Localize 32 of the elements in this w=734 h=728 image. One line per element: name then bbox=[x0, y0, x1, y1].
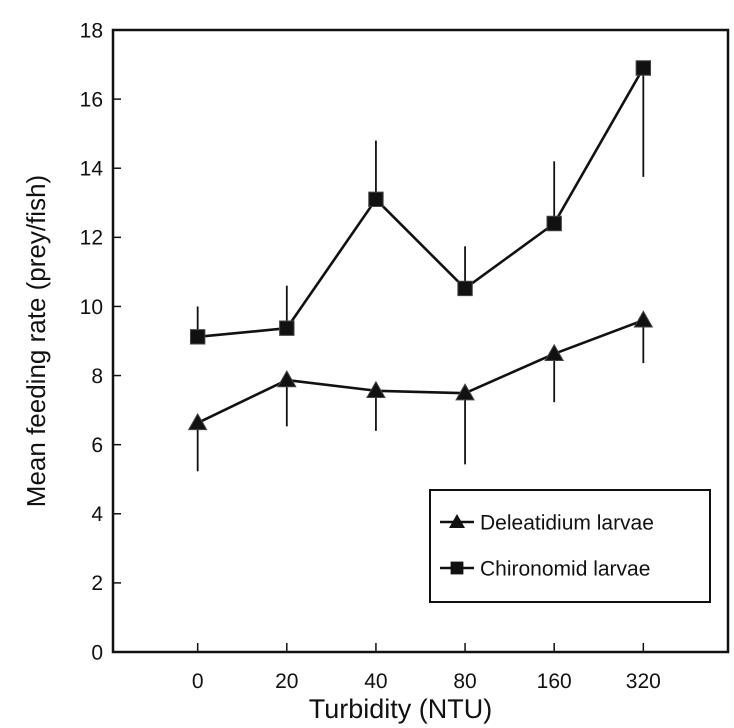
y-tick-label: 18 bbox=[80, 19, 103, 42]
y-tick-label: 0 bbox=[91, 641, 103, 664]
point bbox=[279, 320, 295, 336]
y-tick-label: 6 bbox=[91, 434, 103, 458]
point bbox=[634, 310, 653, 328]
point bbox=[366, 381, 386, 398]
x-tick-label: 0 bbox=[192, 670, 204, 693]
point bbox=[368, 192, 384, 208]
x-tick-label: 40 bbox=[364, 670, 388, 693]
point bbox=[456, 384, 475, 400]
y-tick-label: 16 bbox=[80, 88, 103, 112]
y-tick-label: 14 bbox=[80, 158, 104, 181]
x-axis-title: Turbidity (NTU) bbox=[308, 694, 492, 724]
point bbox=[190, 329, 206, 345]
point bbox=[188, 413, 208, 430]
x-tick-label: 20 bbox=[275, 670, 298, 693]
y-tick-label: 10 bbox=[80, 296, 103, 319]
x-tick-label: 80 bbox=[453, 670, 477, 693]
y-tick-label: 4 bbox=[91, 503, 104, 526]
x-tick-label: 160 bbox=[536, 670, 572, 693]
y-axis-title: Mean feeding rate (prey/fish) bbox=[21, 174, 51, 508]
point bbox=[636, 60, 652, 76]
y-tick-label: 2 bbox=[91, 572, 103, 596]
x-tick-label: 320 bbox=[626, 670, 661, 693]
legend-label: Chironomid larvae bbox=[480, 557, 650, 580]
legend-label: Deleatidium larvae bbox=[480, 511, 654, 534]
point bbox=[544, 344, 564, 362]
y-tick-label: 8 bbox=[91, 364, 103, 388]
point bbox=[277, 370, 296, 388]
point bbox=[457, 280, 473, 296]
point bbox=[546, 216, 562, 232]
y-tick-label: 12 bbox=[80, 226, 103, 250]
